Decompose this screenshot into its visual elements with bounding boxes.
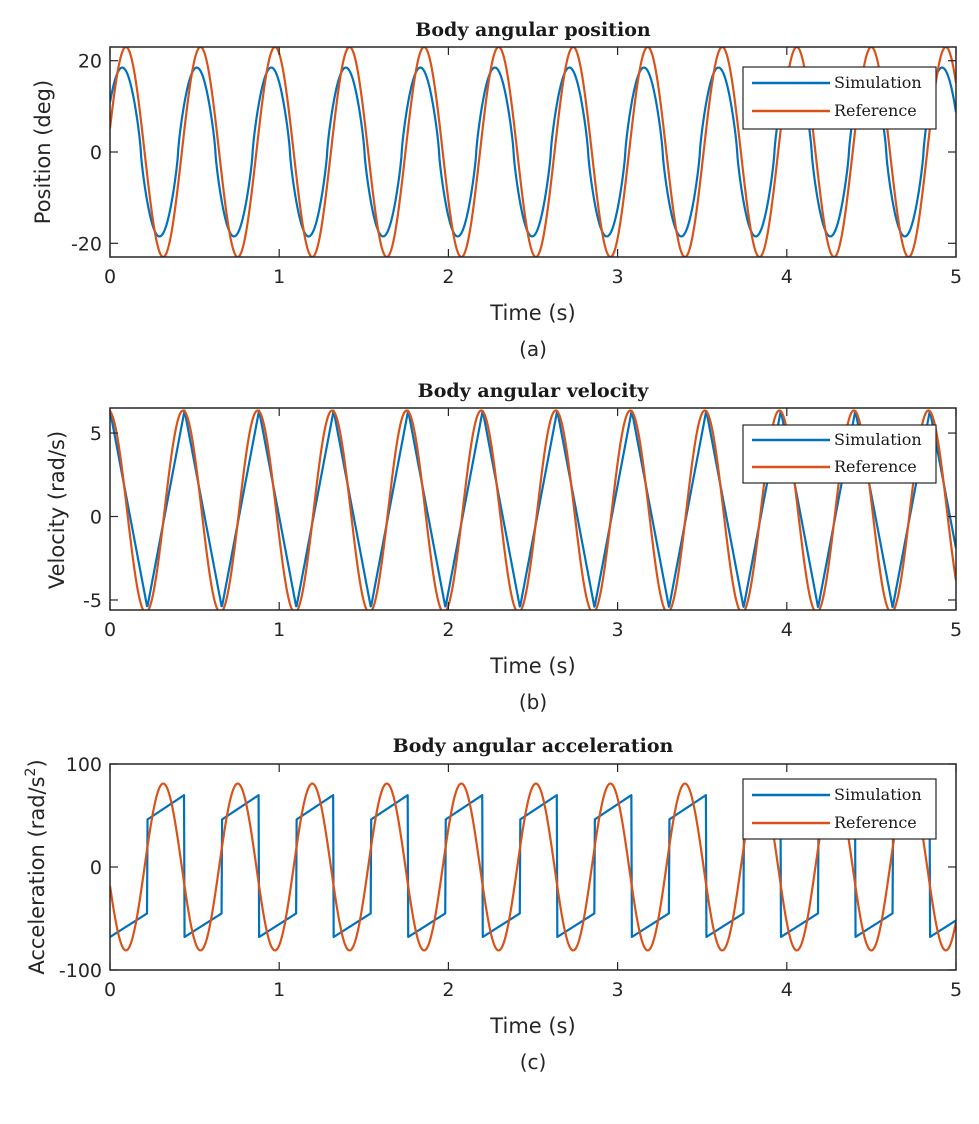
- x-tick-label: 1: [273, 619, 285, 641]
- y-tick-label: 0: [90, 507, 102, 529]
- y-tick-label: -20: [71, 233, 102, 255]
- legend-label-reference: Reference: [834, 813, 917, 832]
- y-tick-label: 20: [78, 51, 102, 73]
- x-tick-label: 0: [104, 979, 116, 1001]
- x-tick-label: 2: [442, 979, 454, 1001]
- chart-title: Body angular acceleration: [393, 735, 674, 757]
- panel-caption: (a): [519, 337, 547, 361]
- legend-box: [742, 424, 937, 484]
- legend: Simulation Reference: [742, 778, 937, 840]
- y-axis-label: Acceleration (rad/s2): [23, 759, 49, 974]
- y-axis-label: Velocity (rad/s): [45, 431, 69, 589]
- y-tick-label: 100: [66, 754, 102, 776]
- x-tick-label: 1: [273, 979, 285, 1001]
- legend-label-simulation: Simulation: [834, 430, 922, 449]
- x-tick-label: 2: [442, 619, 454, 641]
- x-axis-label: Time (s): [489, 301, 575, 325]
- x-tick-label: 3: [612, 619, 624, 641]
- y-tick-label: -100: [59, 960, 102, 982]
- chart-title: Body angular velocity: [418, 380, 650, 402]
- x-tick-label: 3: [612, 266, 624, 288]
- series-line-reference: [110, 47, 956, 257]
- x-tick-label: 5: [950, 266, 962, 288]
- legend-label-simulation: Simulation: [834, 73, 922, 92]
- plot-area-frame: [109, 407, 957, 611]
- legend: Simulation Reference: [742, 424, 937, 484]
- chart-title: Body angular position: [415, 19, 651, 41]
- x-tick-label: 3: [612, 979, 624, 1001]
- panel-c: Body angular acceleration 0 1 2 3 4 5-1000100…: [23, 735, 962, 1074]
- legend-label-simulation: Simulation: [834, 785, 922, 804]
- x-axis-label: Time (s): [489, 654, 575, 678]
- series-line-reference: [110, 409, 956, 610]
- y-tick-label: 5: [90, 423, 102, 445]
- y-axis-label: Position (deg): [31, 80, 55, 224]
- x-tick-label: 4: [781, 979, 793, 1001]
- legend: Simulation Reference: [742, 66, 937, 130]
- panel-caption: (c): [520, 1050, 547, 1074]
- y-axis-label-suffix: ): [25, 759, 49, 767]
- y-axis-label-text: Acceleration (rad/s: [25, 776, 49, 974]
- x-tick-label: 5: [950, 979, 962, 1001]
- legend-label-reference: Reference: [834, 457, 917, 476]
- x-tick-label: 4: [781, 266, 793, 288]
- x-tick-label: 1: [273, 266, 285, 288]
- panel-b: Body angular velocity 0 1 2 3 4 5-505 Time (s…: [45, 380, 962, 714]
- x-tick-label: 0: [104, 619, 116, 641]
- panel-caption: (b): [519, 690, 547, 714]
- y-tick-label: 0: [90, 142, 102, 164]
- series-line-simulation: [110, 66, 956, 238]
- series-line-reference: [110, 782, 956, 952]
- y-axis-label-superscript: 2: [23, 768, 39, 777]
- y-tick-label: -5: [83, 590, 102, 612]
- y-tick-label: 0: [90, 857, 102, 879]
- legend-box: [742, 66, 937, 130]
- legend-label-reference: Reference: [834, 101, 917, 120]
- x-tick-label: 5: [950, 619, 962, 641]
- x-tick-label: 4: [781, 619, 793, 641]
- x-tick-label: 2: [442, 266, 454, 288]
- legend-box: [742, 778, 937, 840]
- series-line-simulation: [110, 794, 956, 939]
- x-axis-label: Time (s): [489, 1014, 575, 1038]
- x-tick-label: 0: [104, 266, 116, 288]
